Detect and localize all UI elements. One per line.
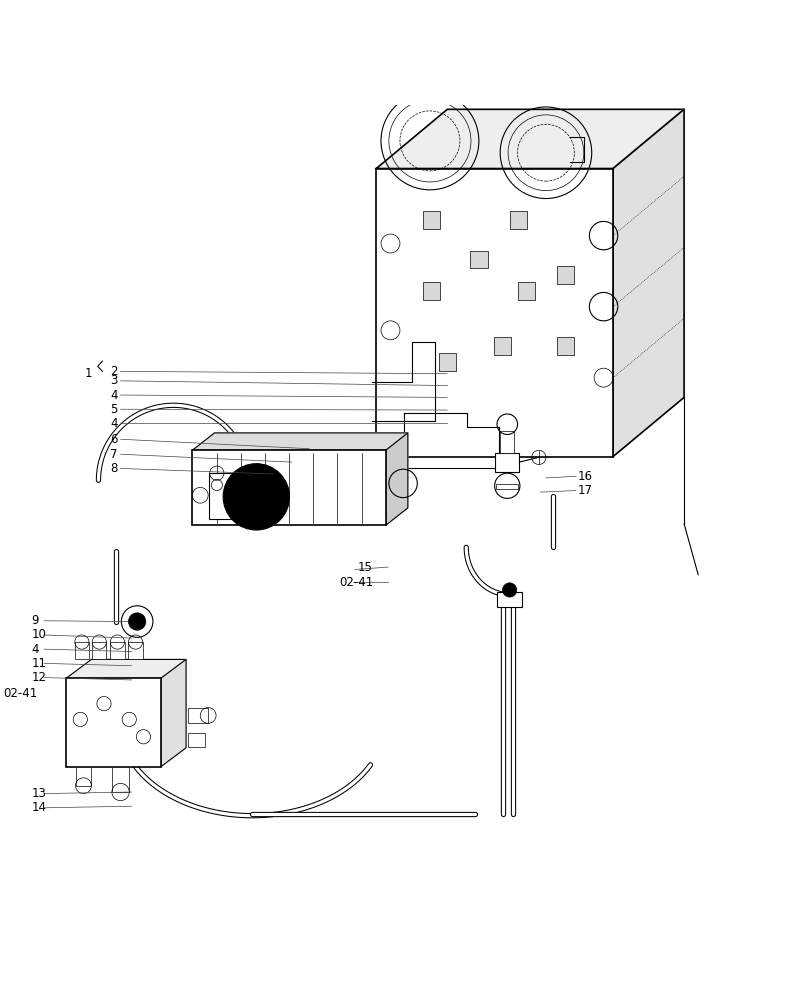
Polygon shape [192, 433, 408, 450]
Bar [557, 337, 574, 355]
Text: 16: 16 [577, 470, 592, 483]
Circle shape [249, 489, 265, 505]
Text: 9: 9 [32, 614, 39, 627]
Text: 3: 3 [110, 374, 118, 387]
Bar [66, 678, 161, 767]
Text: 6: 6 [110, 433, 118, 446]
Text: 2: 2 [110, 365, 118, 378]
Text: 02-41: 02-41 [339, 576, 373, 589]
Polygon shape [376, 109, 684, 169]
Text: 10: 10 [32, 628, 46, 641]
Circle shape [503, 583, 516, 597]
Bar [517, 282, 535, 300]
Bar [497, 592, 522, 607]
Bar [188, 708, 208, 723]
Bar [110, 642, 124, 659]
Text: 17: 17 [577, 484, 592, 497]
Text: 1: 1 [85, 367, 92, 380]
Bar [112, 767, 129, 792]
Polygon shape [386, 433, 408, 525]
Text: 8: 8 [110, 462, 118, 475]
Bar [501, 431, 514, 453]
Circle shape [128, 613, 146, 630]
Bar [92, 642, 106, 659]
Bar [470, 251, 488, 268]
Bar [74, 642, 89, 659]
Text: 13: 13 [32, 787, 46, 800]
Circle shape [223, 464, 289, 530]
Bar [423, 282, 440, 300]
Polygon shape [613, 109, 684, 457]
Bar [209, 473, 234, 519]
Polygon shape [161, 659, 186, 767]
Polygon shape [66, 659, 186, 678]
Text: 4: 4 [110, 417, 118, 430]
Text: 14: 14 [32, 801, 47, 814]
Bar [497, 484, 518, 489]
Bar [75, 767, 91, 786]
Bar [423, 211, 440, 229]
Text: 11: 11 [32, 657, 47, 670]
Text: 15: 15 [358, 561, 373, 574]
Text: 5: 5 [110, 403, 118, 416]
Bar [496, 453, 519, 472]
Bar [188, 733, 205, 747]
Bar [509, 211, 527, 229]
Bar [494, 337, 511, 355]
Text: 12: 12 [32, 671, 47, 684]
Text: 4: 4 [32, 643, 39, 656]
Text: 02-41: 02-41 [3, 687, 37, 700]
Bar [192, 450, 386, 525]
Bar [439, 353, 456, 371]
Bar [557, 266, 574, 284]
Bar [128, 642, 143, 659]
Text: 4: 4 [110, 389, 118, 402]
Text: 7: 7 [110, 448, 118, 461]
Bar [376, 169, 613, 457]
